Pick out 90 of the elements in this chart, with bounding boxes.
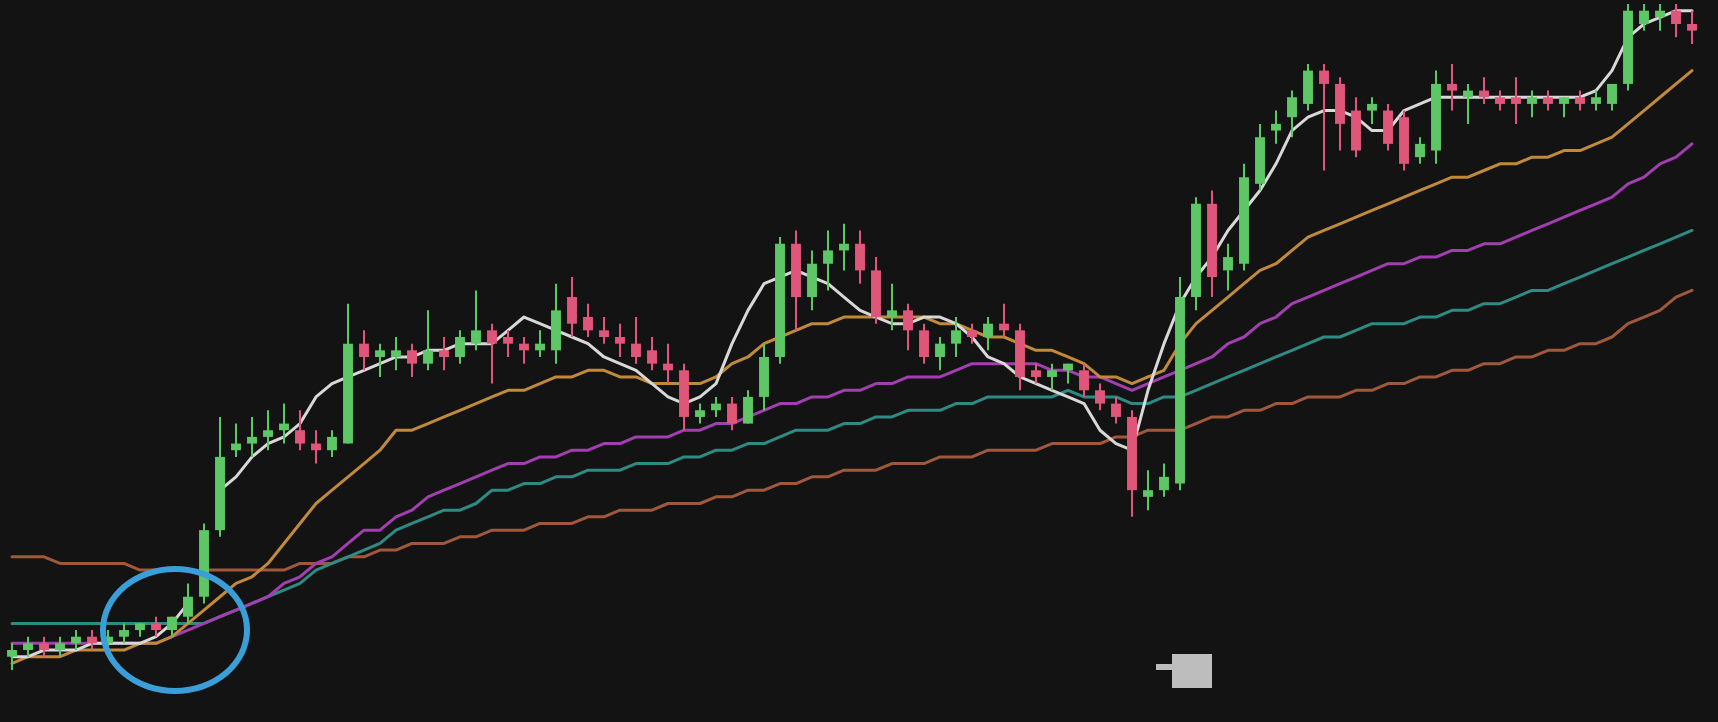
candlestick [1159,462,1169,498]
candlestick [1543,89,1553,112]
candlestick [119,622,129,645]
candlestick [695,402,705,425]
candlestick [759,342,769,412]
candlestick [1687,9,1697,45]
candlestick [1383,102,1393,152]
candlestick [631,316,641,365]
candlestick [1351,96,1361,159]
candlestick [23,635,33,658]
candlestick [1303,62,1313,112]
candlestick [711,395,721,418]
candlestick [1079,362,1089,398]
candlestick [935,336,945,372]
candlestick [615,322,625,358]
candlestick [823,229,833,292]
candlestick [455,329,465,365]
candlestick [487,322,497,385]
candlestick [1559,96,1569,119]
candlestick [71,629,81,652]
candlestick [471,289,481,352]
candlestick [391,336,401,372]
candlestick [39,635,49,658]
candlestick [1111,395,1121,425]
candlestick [1671,3,1681,39]
candlestick [535,329,545,358]
candlestick [1463,82,1473,125]
candlestick [1015,322,1025,392]
candlestick [871,256,881,325]
candlestick [519,336,529,365]
candlestick [7,642,17,671]
candlestick [503,329,513,358]
candlestick [327,429,337,458]
candlestick [1415,136,1425,165]
candlestick [1143,469,1153,512]
candlestick [1639,3,1649,32]
candlestick [423,309,433,372]
candlestick [663,342,673,385]
candlestick [679,362,689,432]
candlestick [567,276,577,338]
candlestick [1495,89,1505,112]
candlestick [1655,3,1665,32]
candlestick [55,635,65,658]
candlestick [311,429,321,465]
candlestick [1271,109,1281,145]
candlestick [295,409,305,452]
candlestick [839,222,849,272]
candlestick [375,342,385,378]
candlestick [407,342,417,378]
candlestick [903,302,913,352]
candlestick [1479,76,1489,105]
candlestick [1591,89,1601,112]
candlestick [855,229,865,285]
candlestick [1095,382,1105,412]
candlestick [1527,89,1537,119]
candlestick [247,415,257,458]
candlestick [183,582,193,625]
candlestick [887,282,897,332]
candlestick [279,402,289,445]
candlestick [1399,109,1409,172]
candlestick [1255,122,1265,192]
candlestick [807,249,817,312]
candlestick [999,302,1009,338]
candlestick [87,629,97,652]
candlestick [439,336,449,372]
candlestick [263,409,273,452]
candlestick [1223,242,1233,292]
candlestick [1287,89,1297,139]
candlestick [1511,76,1521,125]
candlestick [1447,62,1457,112]
candlestick [1367,96,1377,125]
candlestick [743,389,753,425]
candlestick [231,422,241,458]
candlestick [1335,76,1345,152]
candlestick [1575,89,1585,112]
candlestick [599,316,609,345]
candlestick [983,316,993,352]
candlestick [1319,62,1329,172]
candlestick [359,329,369,372]
candlestick [1031,362,1041,385]
candlestick [919,322,929,365]
candlestick [647,336,657,372]
candlestick [151,615,161,638]
candlestick [1607,82,1617,112]
candlestick [551,282,561,365]
candlestick [583,302,593,338]
candlestick [727,395,737,432]
candlestick [951,316,961,358]
candlestick [1047,362,1057,392]
candlestick [967,322,977,345]
